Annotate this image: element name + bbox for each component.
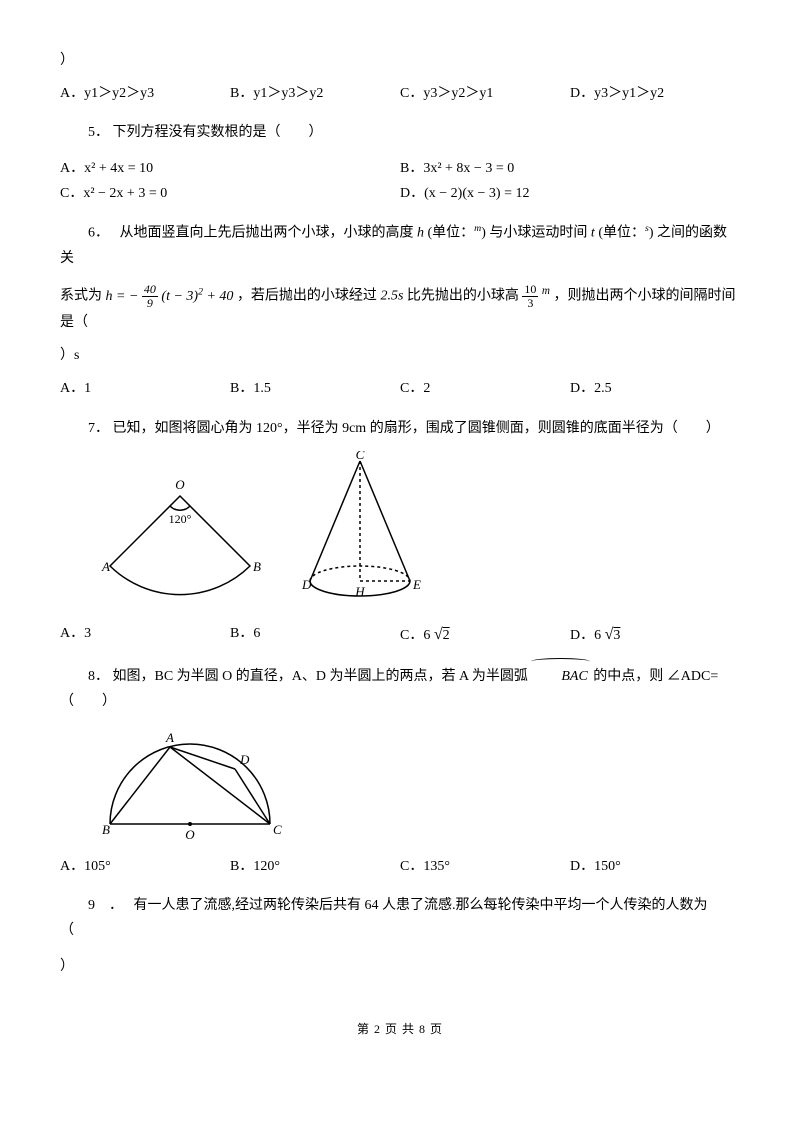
svg-text:A: A — [165, 730, 174, 745]
q-prev-tail: ） — [60, 48, 740, 73]
opt-c: C．2 — [400, 376, 570, 401]
fraction-2: 103 — [522, 283, 538, 310]
opt-d: D．2.5 — [570, 376, 740, 401]
q-prev-options: A．y1＞y2＞y3 B．y1＞y3＞y2 C．y3＞y2＞y1 D．y3＞y1… — [60, 81, 740, 106]
svg-text:O: O — [175, 477, 185, 492]
q7-figures: O 120° A B C D H E — [90, 451, 740, 611]
q5-options: A．x² + 4x = 10 B．3x² + 8x − 3 = 0 C．x² −… — [60, 156, 740, 206]
sector-figure: O 120° A B — [90, 471, 270, 611]
opt-c: C．135° — [400, 854, 570, 879]
q7-options: A．3 B．6 C．6 √2 D．6 √3 — [60, 621, 740, 650]
svg-text:120°: 120° — [169, 512, 192, 526]
center-dot — [188, 822, 192, 826]
q8-options: A．105° B．120° C．135° D．150° — [60, 854, 740, 879]
q9-tail: ） — [60, 954, 740, 979]
q9-stem: 9 ． 有一人患了流感,经过两轮传染后共有 64 人患了流感.那么每轮传染中平均… — [60, 893, 740, 943]
q8-figure-wrap: A B O C D — [90, 724, 740, 844]
fraction-1: 409 — [142, 283, 158, 310]
q6-line3: ）s — [60, 343, 740, 368]
q6-stem: 6． 从地面竖直向上先后抛出两个小球，小球的高度 h (单位：m) 与小球运动时… — [60, 220, 740, 271]
opt-a: A．y1＞y2＞y3 — [60, 81, 230, 106]
opt-a: A．3 — [60, 621, 230, 650]
q8-stem: 8． 如图，BC 为半圆 O 的直径，A、D 为半圆上的两点，若 A 为半圆弧 … — [60, 664, 740, 714]
svg-text:H: H — [354, 584, 365, 599]
svg-text:D: D — [239, 752, 250, 767]
q6-line2: 系式为 h = − 409 (t − 3)2 + 40 ，若后抛出的小球经过 2… — [60, 281, 740, 335]
opt-c: C．6 √2 — [400, 621, 570, 650]
sqrt-icon: √ — [434, 626, 443, 643]
semicircle-figure: A B O C D — [90, 724, 290, 844]
opt-c: C．y3＞y2＞y1 — [400, 81, 570, 106]
opt-a: A．105° — [60, 854, 230, 879]
svg-text:E: E — [412, 577, 421, 592]
opt-d: D．150° — [570, 854, 740, 879]
q5-stem: 5． 下列方程没有实数根的是（ ） — [60, 120, 740, 145]
q6-options: A．1 B．1.5 C．2 D．2.5 — [60, 376, 740, 401]
opt-b: B．y1＞y3＞y2 — [230, 81, 400, 106]
q7-stem: 7． 已知，如图将圆心角为 120°，半径为 9cm 的扇形，围成了圆锥侧面，则… — [60, 416, 740, 441]
opt-b: B．120° — [230, 854, 400, 879]
opt-d: D．6 √3 — [570, 621, 740, 650]
opt-d: D．(x − 2)(x − 3) = 12 — [400, 181, 740, 206]
cone-figure: C D H E — [290, 451, 430, 611]
arc-notation: BAC — [531, 664, 589, 689]
q6-formula: h = − 409 (t − 3)2 + 40 — [106, 289, 237, 304]
arc-icon — [531, 658, 589, 665]
text: ） — [60, 53, 74, 68]
opt-b: B．6 — [230, 621, 400, 650]
opt-b: B．1.5 — [230, 376, 400, 401]
svg-text:A: A — [101, 559, 110, 574]
opt-c: C．x² − 2x + 3 = 0 — [60, 181, 400, 206]
page-footer: 第 2 页 共 8 页 — [60, 1019, 740, 1041]
svg-text:B: B — [253, 559, 261, 574]
svg-text:C: C — [273, 822, 282, 837]
svg-text:C: C — [356, 451, 365, 462]
svg-text:O: O — [185, 827, 195, 842]
svg-text:D: D — [301, 577, 312, 592]
svg-text:B: B — [102, 822, 110, 837]
opt-b: B．3x² + 8x − 3 = 0 — [400, 156, 740, 181]
opt-a: A．x² + 4x = 10 — [60, 156, 400, 181]
opt-d: D．y3＞y1＞y2 — [570, 81, 740, 106]
opt-a: A．1 — [60, 376, 230, 401]
